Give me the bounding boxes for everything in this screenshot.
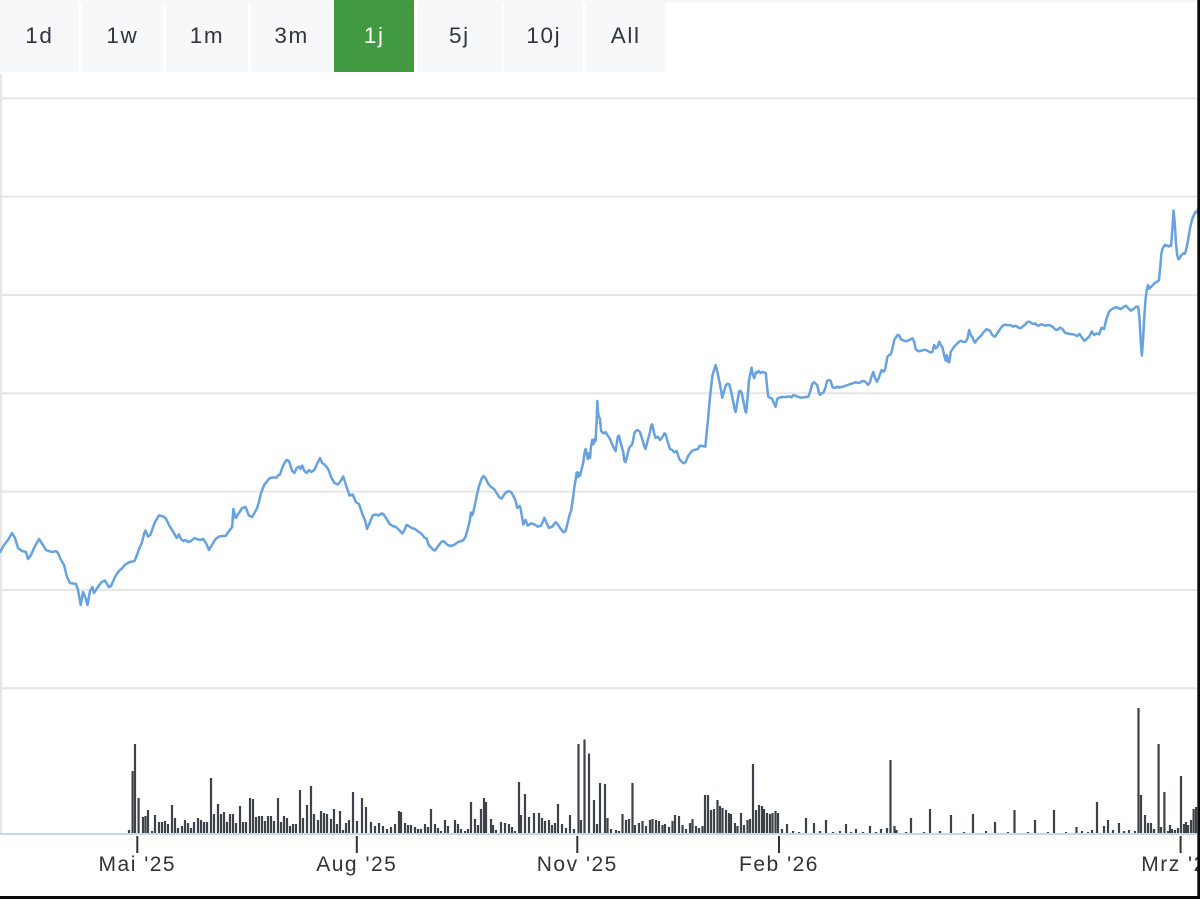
- svg-text:Feb '26: Feb '26: [739, 853, 819, 876]
- svg-text:Mrz '26: Mrz '26: [1141, 853, 1200, 876]
- svg-text:Nov '25: Nov '25: [537, 853, 618, 876]
- svg-text:Aug '25: Aug '25: [316, 853, 397, 876]
- svg-text:Mai '25: Mai '25: [99, 853, 177, 876]
